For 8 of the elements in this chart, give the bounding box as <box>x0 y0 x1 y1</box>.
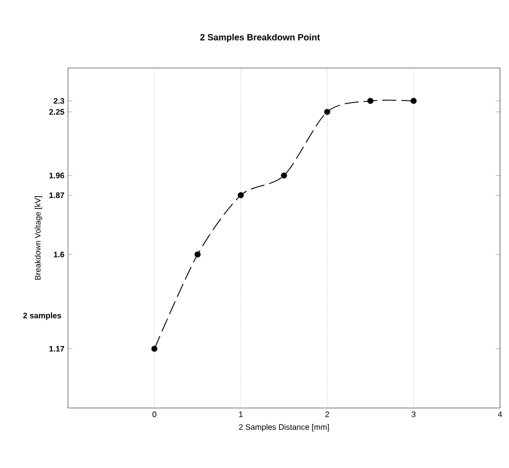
point <box>367 98 374 104</box>
point <box>151 346 158 352</box>
chart-title: 2 Samples Breakdown Point <box>200 34 320 42</box>
point <box>324 108 330 115</box>
point <box>280 172 288 179</box>
point <box>194 251 201 258</box>
point <box>410 98 417 104</box>
point <box>238 192 244 198</box>
